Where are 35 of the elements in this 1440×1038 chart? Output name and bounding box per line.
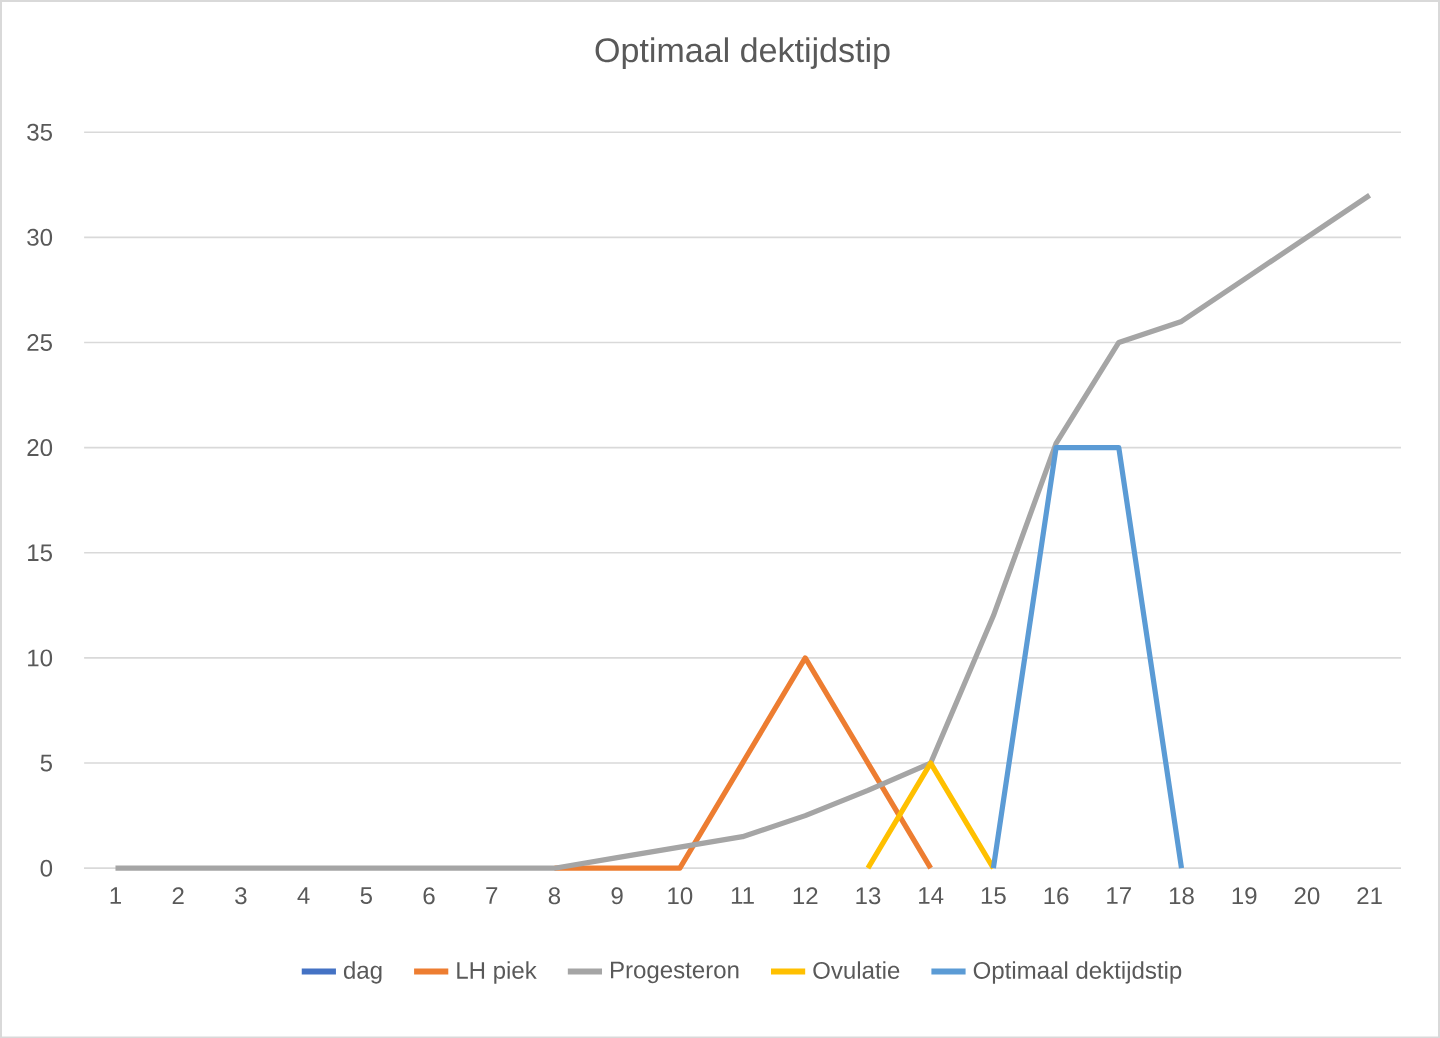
legend-label: Ovulatie (813, 961, 900, 979)
x-tick-label: 3 (235, 887, 247, 905)
legend-label: Optimaal dektijdstip (973, 961, 1182, 984)
x-tick-label: 2 (172, 887, 184, 904)
y-tick-label: 15 (28, 544, 52, 561)
y-tick-label: 5 (40, 754, 52, 772)
legend-label: Progesteron (611, 961, 739, 984)
x-tick-label: 8 (548, 887, 561, 905)
x-tick-label: 10 (668, 887, 693, 905)
x-tick-label: 21 (1357, 887, 1382, 904)
y-tick-label: 25 (27, 333, 52, 351)
x-tick-label: 19 (1232, 887, 1257, 905)
x-tick-label: 11 (731, 887, 754, 904)
x-tick-label: 20 (1294, 887, 1320, 905)
y-tick-label: 35 (27, 123, 52, 141)
y-tick-label: 30 (27, 228, 53, 246)
x-tick-label: 17 (1107, 887, 1131, 904)
x-tick-label: 9 (611, 887, 623, 905)
y-tick-label: 20 (27, 438, 53, 456)
x-tick-label: 14 (919, 887, 944, 904)
x-tick-label: 16 (1044, 887, 1069, 905)
x-tick-label: 4 (297, 887, 310, 904)
legend-label: dag (343, 961, 382, 984)
x-tick-label: 5 (360, 887, 372, 904)
x-tick-label: 1 (110, 887, 121, 904)
chart-title: Optimaal dektijdstip (595, 37, 890, 69)
x-tick-label: 13 (856, 887, 881, 905)
x-tick-label: 15 (981, 887, 1006, 904)
x-tick-label: 18 (1169, 887, 1194, 905)
x-tick-label: 7 (486, 887, 498, 904)
legend-label: LH piek (457, 961, 537, 984)
y-tick-label: 0 (40, 859, 53, 877)
x-tick-label: 6 (423, 887, 435, 905)
x-tick-label: 12 (793, 887, 818, 904)
y-tick-label: 10 (28, 649, 53, 667)
